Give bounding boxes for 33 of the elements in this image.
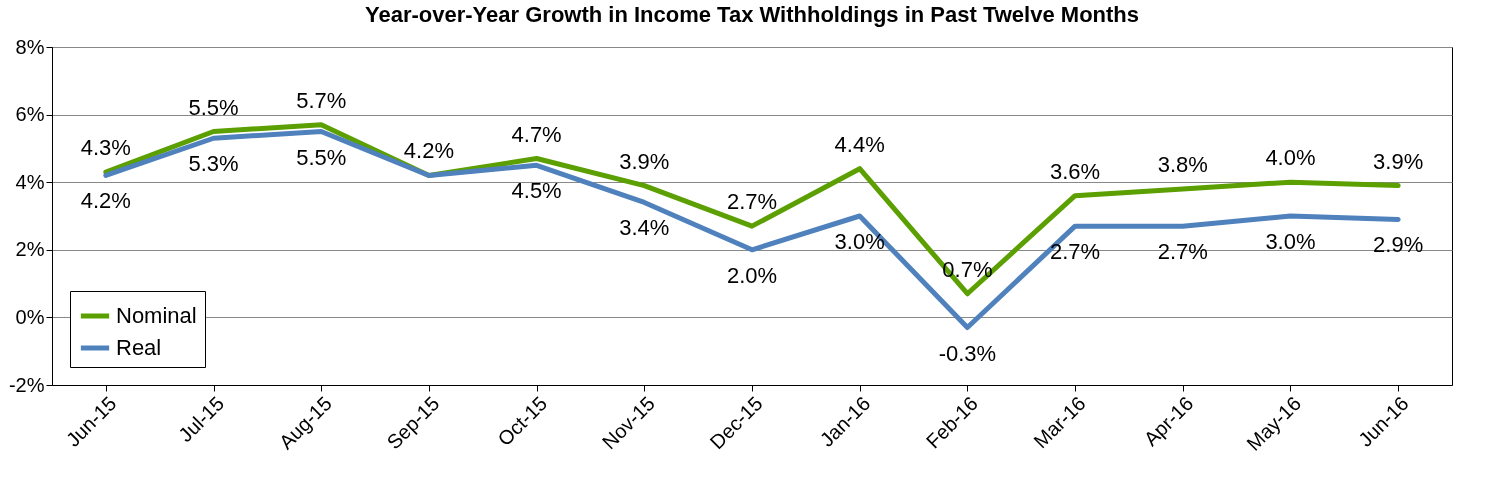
- data-label: 5.5%: [188, 94, 239, 120]
- data-label: -0.3%: [938, 340, 997, 366]
- data-label: 4.4%: [834, 131, 885, 157]
- data-label: 2.7%: [1157, 239, 1208, 265]
- y-tick-label: -2%: [8, 373, 45, 396]
- data-label: 5.3%: [188, 151, 239, 177]
- data-label: 2.7%: [726, 189, 778, 215]
- data-label: 2.0%: [726, 262, 778, 288]
- data-label: 2.7%: [1050, 239, 1101, 265]
- data-label: 4.3%: [80, 135, 131, 161]
- legend-label: Nominal: [116, 303, 197, 328]
- data-label: 4.2%: [403, 138, 454, 164]
- data-label: 4.7%: [511, 121, 562, 147]
- data-label: 3.8%: [1157, 151, 1208, 177]
- y-tick-label: 6%: [15, 103, 45, 126]
- data-label: 4.0%: [1265, 145, 1316, 171]
- data-label: 3.4%: [619, 215, 670, 241]
- data-label: 5.5%: [296, 144, 347, 170]
- data-label: 3.0%: [1265, 229, 1316, 254]
- chart-title: Year-over-Year Growth in Income Tax Withholdings in Past Twelve Months: [364, 2, 1140, 27]
- data-label: 4.5%: [511, 178, 562, 204]
- y-tick-label: 0%: [15, 305, 45, 328]
- data-label: 4.2%: [80, 188, 131, 214]
- data-label: 3.0%: [834, 229, 885, 254]
- data-label: 5.7%: [296, 87, 347, 113]
- data-label: 3.9%: [1373, 148, 1424, 174]
- data-label: 3.6%: [1050, 158, 1101, 184]
- y-tick-label: 8%: [15, 35, 45, 58]
- data-label: 2.9%: [1373, 232, 1424, 258]
- y-tick-label: 4%: [15, 170, 45, 193]
- legend-label: Real: [116, 335, 162, 360]
- y-tick-label: 2%: [15, 238, 45, 261]
- data-label: 3.9%: [619, 148, 670, 174]
